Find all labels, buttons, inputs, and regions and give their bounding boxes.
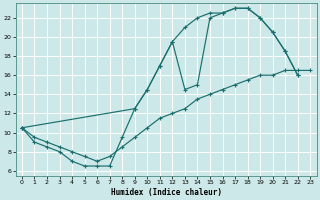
X-axis label: Humidex (Indice chaleur): Humidex (Indice chaleur) [111,188,221,197]
